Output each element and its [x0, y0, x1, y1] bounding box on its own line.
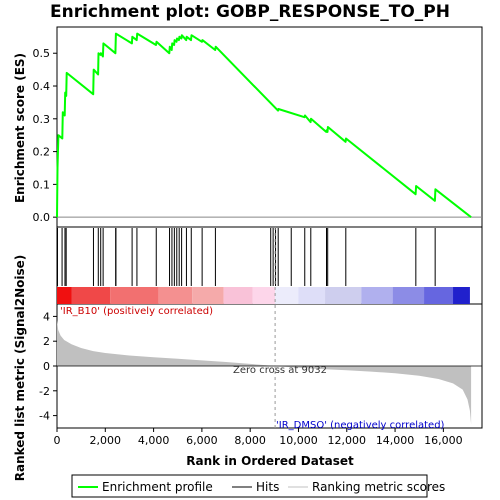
hits-layer: [56, 228, 436, 286]
es-line-layer: [56, 32, 482, 218]
metric-y-tick-label: -2: [39, 385, 50, 398]
heatmap-segment: [110, 287, 159, 304]
heatmap-segment: [361, 287, 393, 304]
x-tick-label: 14,000: [376, 434, 415, 447]
zero-cross-label: Zero cross at 9032: [233, 365, 327, 376]
es-y-tick-label: 0.4: [33, 80, 51, 93]
es-y-tick-label: 0.5: [33, 47, 51, 60]
metric-axis: -4 -2 0 2 4: [39, 310, 57, 423]
x-tick-label: 8,000: [234, 434, 266, 447]
legend-hits-label: Hits: [256, 480, 279, 494]
es-y-tick-label: 0.0: [33, 211, 51, 224]
heatmap-segment: [275, 287, 299, 304]
legend-box: [71, 474, 428, 498]
es-y-tick-label: 0.1: [33, 178, 51, 191]
legend-metric-label: Ranking metric scores: [312, 480, 445, 494]
heatmap-segment: [223, 287, 253, 304]
negative-correlation-label: 'IR_DMSO' (negatively correlated): [276, 420, 445, 431]
x-axis: 0 2,000 4,000 6,000 8,000 10,000 12,000 14,000 1…: [54, 428, 463, 447]
x-tick-label: 12,000: [328, 434, 367, 447]
legend-es-label: Enrichment profile: [102, 480, 213, 494]
heatmap-segment: [252, 287, 276, 304]
heatmap-segment: [192, 287, 224, 304]
metric-area: [57, 320, 472, 425]
x-tick-label: 10,000: [279, 434, 318, 447]
metric-y-tick-label: 2: [43, 335, 50, 348]
metric-y-tick-label: -4: [39, 410, 50, 423]
x-axis-label: Rank in Ordered Dataset: [186, 454, 354, 468]
heatmap-segment: [57, 287, 72, 304]
es-axis: 0.0 0.1 0.2 0.3 0.4 0.5: [33, 47, 57, 224]
heatmap-segment: [424, 287, 454, 304]
metric-y-tick-label: 0: [43, 360, 50, 373]
x-tick-label: 6,000: [186, 434, 218, 447]
es-profile-line: [56, 32, 472, 218]
heatmap-segment: [71, 287, 111, 304]
es-y-tick-label: 0.2: [33, 146, 51, 159]
positive-correlation-label: 'IR_B10' (positively correlated): [60, 306, 213, 317]
metric-layer: [57, 227, 482, 428]
legend: Enrichment profile Hits Ranking metric s…: [71, 474, 445, 498]
x-tick-label: 4,000: [138, 434, 170, 447]
heatmap-segment: [392, 287, 425, 304]
chart-title: Enrichment plot: GOBP_RESPONSE_TO_PH: [50, 2, 450, 22]
x-tick-label: 2,000: [90, 434, 122, 447]
es-panel-frame: [56, 26, 483, 228]
heatmap-strip: [57, 287, 470, 304]
heatmap-segment: [453, 287, 470, 304]
es-y-tick-label: 0.3: [33, 113, 51, 126]
heatmap-segment: [298, 287, 326, 304]
metric-y-axis-label: Ranked list metric (Signal2Noise): [13, 255, 27, 482]
heatmap-segment: [325, 287, 362, 304]
x-tick-label: 16,000: [424, 434, 463, 447]
metric-y-tick-label: 4: [43, 310, 50, 323]
es-y-axis-label: Enrichment score (ES): [13, 53, 27, 203]
x-tick-label: 0: [54, 434, 61, 447]
heatmap-segment: [158, 287, 193, 304]
